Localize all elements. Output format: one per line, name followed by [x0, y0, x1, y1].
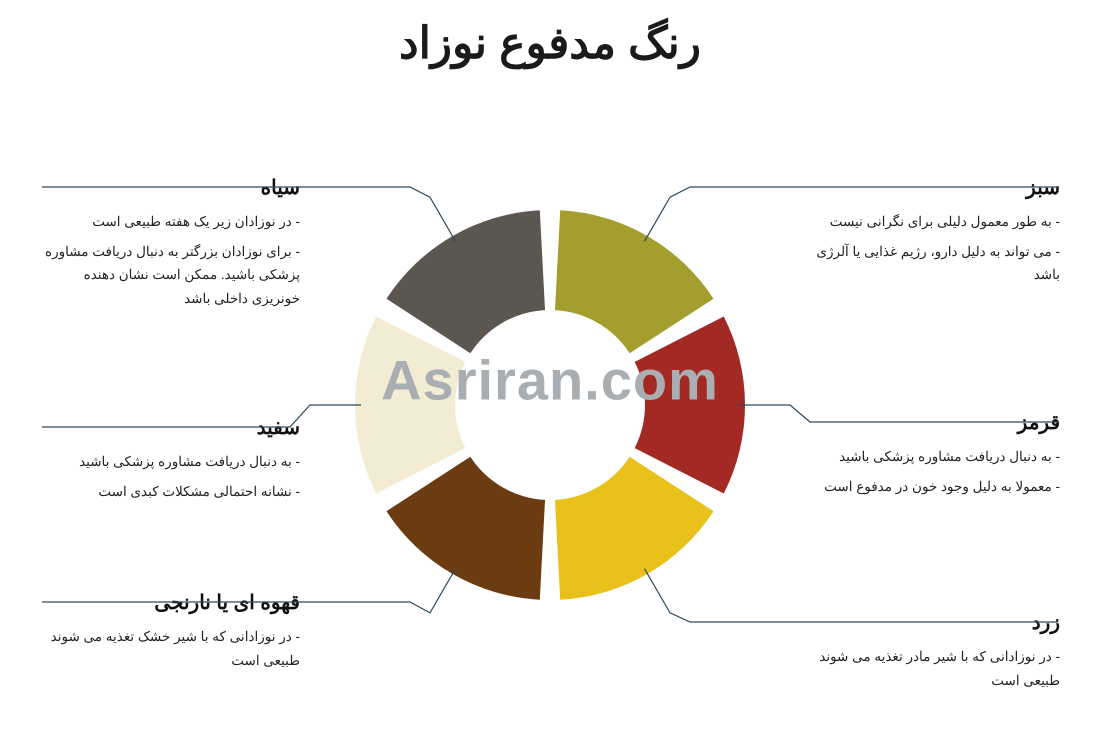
- segment-white: [355, 316, 465, 493]
- label-yellow: زرد - در نوزادانی که با شیر مادر تغذیه م…: [800, 610, 1060, 698]
- label-green-line: - می تواند به دلیل دارو، رژیم غذایی یا آ…: [800, 240, 1060, 287]
- segment-yellow: [555, 457, 714, 600]
- segment-brown: [386, 457, 545, 600]
- label-brown-line: - در نوزادانی که با شیر خشک تغذیه می شون…: [40, 625, 300, 672]
- label-white: سفید - به دنبال دریافت مشاوره پزشکی باشی…: [40, 415, 300, 509]
- label-green-title: سبز: [800, 175, 1060, 200]
- label-black-title: سیاه: [40, 175, 300, 200]
- label-black: سیاه - در نوزادان زیر یک هفته طبیعی است …: [40, 175, 300, 317]
- label-yellow-line: - در نوزادانی که با شیر مادر تغذیه می شو…: [800, 645, 1060, 692]
- label-red-line: - معمولا به دلیل وجود خون در مدفوع است: [800, 475, 1060, 499]
- label-white-title: سفید: [40, 415, 300, 440]
- label-brown: قهوه ای یا نارنجی - در نوزادانی که با شی…: [40, 590, 300, 678]
- label-white-line: - به دنبال دریافت مشاوره پزشکی باشید: [40, 450, 300, 474]
- segment-green: [555, 210, 714, 353]
- label-brown-title: قهوه ای یا نارنجی: [40, 590, 300, 615]
- donut-chart: [340, 195, 760, 615]
- label-red: قرمز - به دنبال دریافت مشاوره پزشکی باشی…: [800, 410, 1060, 504]
- segment-red: [635, 316, 745, 493]
- label-red-line: - به دنبال دریافت مشاوره پزشکی باشید: [800, 445, 1060, 469]
- segment-black: [386, 210, 545, 353]
- label-green-line: - به طور معمول دلیلی برای نگرانی نیست: [800, 210, 1060, 234]
- label-black-line: - در نوزادان زیر یک هفته طبیعی است: [40, 210, 300, 234]
- label-red-title: قرمز: [800, 410, 1060, 435]
- label-white-line: - نشانه احتمالی مشکلات کبدی است: [40, 480, 300, 504]
- donut-svg: [340, 195, 760, 615]
- label-black-line: - برای نوزادان بزرگتر به دنبال دریافت مش…: [40, 240, 300, 311]
- label-green: سبز - به طور معمول دلیلی برای نگرانی نیس…: [800, 175, 1060, 293]
- label-yellow-title: زرد: [800, 610, 1060, 635]
- page-title: رنگ مدفوع نوزاد: [0, 0, 1100, 69]
